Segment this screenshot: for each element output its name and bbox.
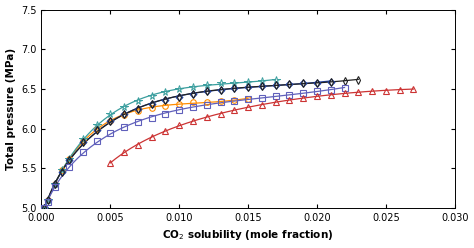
X-axis label: CO$_2$ solubility (mole fraction): CO$_2$ solubility (mole fraction) <box>163 228 334 243</box>
Y-axis label: Total pressure (MPa): Total pressure (MPa) <box>6 48 16 170</box>
